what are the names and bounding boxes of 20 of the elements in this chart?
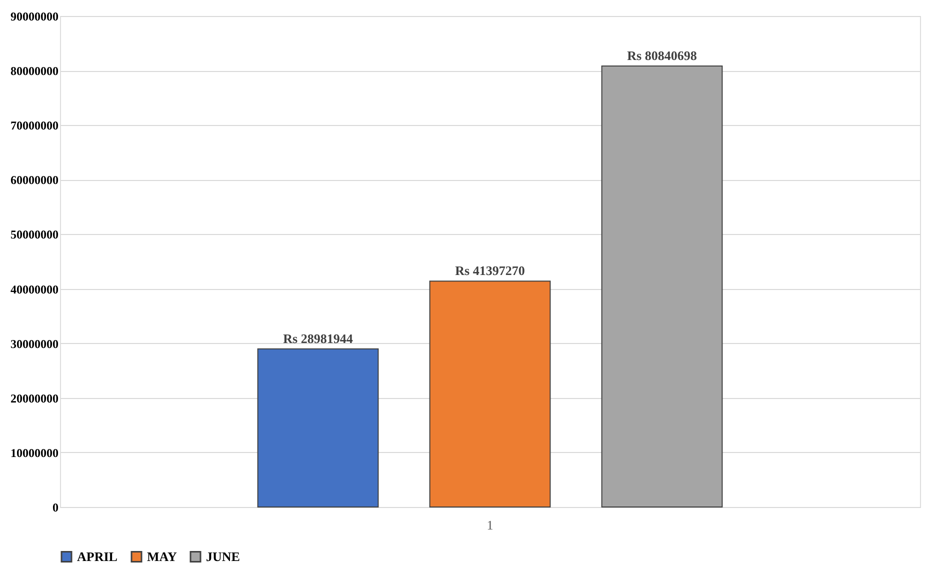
y-tick-label: 30000000 — [10, 336, 58, 351]
y-tick-label: 0 — [52, 500, 58, 514]
y-tick-label: 90000000 — [10, 10, 58, 24]
data-label: Rs 28981944 — [283, 330, 354, 346]
y-tick-label: 50000000 — [10, 228, 58, 242]
y-tick-label: 40000000 — [10, 282, 58, 296]
y-tick-label: 60000000 — [10, 173, 58, 188]
legend-label: JUNE — [206, 548, 240, 564]
y-tick-label: 20000000 — [10, 391, 58, 406]
y-tick-label: 70000000 — [10, 118, 58, 133]
bar — [601, 65, 723, 508]
y-tick-label: 80000000 — [10, 64, 58, 78]
x-tick-label: 1 — [486, 518, 494, 532]
data-label: Rs 80840698 — [627, 48, 698, 63]
bar — [429, 280, 551, 508]
bar — [257, 348, 379, 508]
legend-label: MAY — [147, 548, 178, 564]
legend-label: APRIL — [77, 548, 118, 564]
y-tick-label: 10000000 — [10, 446, 58, 460]
data-label: Rs 41397270 — [455, 263, 525, 278]
